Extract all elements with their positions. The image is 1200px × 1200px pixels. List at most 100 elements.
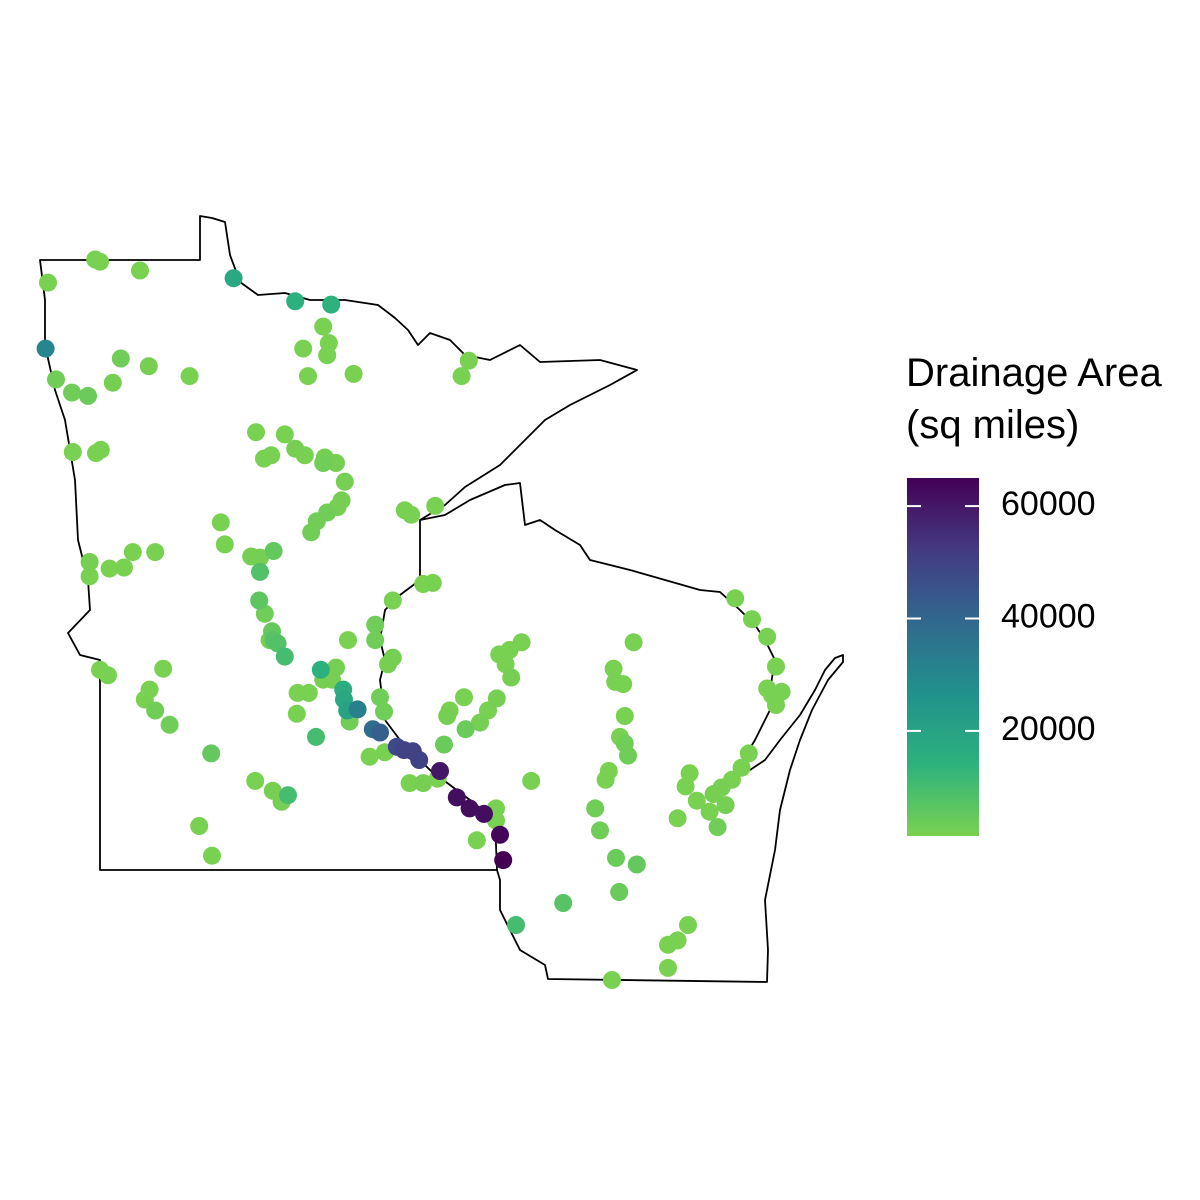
- gauge-point: [211, 513, 230, 532]
- gauge-point: [607, 848, 625, 867]
- gauge-point: [716, 796, 735, 815]
- gauge-point: [154, 659, 173, 678]
- gauge-point: [586, 799, 605, 818]
- colorbar-tick-label: 60000: [1001, 485, 1096, 523]
- gauge-point: [279, 786, 297, 805]
- gauge-point: [264, 542, 283, 560]
- gauge-point: [287, 704, 306, 723]
- gauge-point: [410, 751, 429, 769]
- gauge-point: [615, 707, 634, 725]
- gauge-point: [268, 634, 287, 653]
- gauge-point: [668, 931, 687, 950]
- gauge-point: [659, 958, 677, 977]
- gauge-point: [614, 675, 633, 694]
- gauge-point: [203, 846, 221, 865]
- gauge-point: [700, 802, 719, 821]
- gauge-point: [743, 610, 761, 629]
- colorbar: [907, 478, 979, 836]
- gauge-point: [314, 454, 333, 472]
- gauge-point: [522, 771, 541, 790]
- gauge-point: [103, 373, 122, 392]
- gauge-point: [115, 558, 133, 577]
- gauge-point: [36, 339, 55, 358]
- gauge-point: [63, 443, 82, 461]
- gauge-point: [339, 631, 357, 650]
- gauge-point: [668, 809, 687, 828]
- gauge-point: [431, 762, 449, 780]
- gauge-point: [708, 818, 727, 837]
- legend-title: Drainage Area: [906, 351, 1162, 395]
- gauge-point: [366, 631, 385, 650]
- gauge-point: [318, 346, 337, 365]
- gauge-point: [246, 771, 265, 790]
- gauge-point: [80, 553, 99, 571]
- gauge-point: [400, 774, 419, 793]
- gauge-point: [379, 655, 397, 674]
- gauge-point: [146, 543, 165, 562]
- gauge-point: [302, 523, 321, 542]
- gauge-point: [250, 591, 269, 610]
- gauge-point: [91, 440, 110, 459]
- gauge-point: [344, 364, 363, 383]
- gauge-point: [190, 817, 209, 835]
- gauge-point: [619, 746, 637, 765]
- gauge-point: [471, 713, 489, 732]
- gauge-point: [402, 505, 421, 524]
- colorbar-tick-label: 20000: [1001, 710, 1096, 748]
- gauge-point: [307, 727, 325, 746]
- gauge-point: [423, 573, 442, 592]
- gauge-point: [704, 785, 723, 804]
- gauge-point: [360, 747, 379, 766]
- gauge-point: [512, 633, 531, 652]
- gauge-point: [459, 351, 478, 370]
- gauge-point: [467, 831, 486, 850]
- gauge-point: [726, 589, 745, 608]
- gauge-point: [371, 723, 389, 742]
- gauge-point: [99, 666, 117, 685]
- gauge-point: [426, 496, 445, 515]
- gauge-point: [491, 825, 509, 844]
- gauge-point: [299, 683, 318, 702]
- gauge-point: [262, 446, 281, 465]
- gauge-point: [215, 535, 234, 554]
- gauge-point: [294, 339, 313, 358]
- gauge-point: [447, 788, 466, 807]
- gauge-point: [624, 633, 643, 652]
- gauge-point: [507, 916, 525, 934]
- gauge-point: [314, 317, 333, 336]
- gauge-point: [275, 425, 294, 444]
- gauge-point: [202, 744, 221, 763]
- gauge-point: [487, 689, 506, 708]
- gauge-point: [687, 791, 706, 810]
- gauge-point: [455, 688, 473, 707]
- gauge-point: [160, 715, 179, 734]
- gauge-point: [79, 386, 97, 405]
- gauge-point: [680, 764, 699, 783]
- gauge-point: [414, 774, 433, 793]
- gauge-point: [452, 367, 471, 386]
- gauge-point: [139, 357, 158, 376]
- gauge-point: [438, 707, 457, 725]
- gauge-point: [180, 367, 199, 386]
- gauge-point: [767, 657, 785, 676]
- gauge-point: [375, 702, 393, 721]
- gauge-point: [299, 367, 317, 386]
- gauge-point: [322, 295, 341, 314]
- gauge-point: [494, 851, 513, 870]
- gauge-point: [348, 700, 367, 719]
- gauge-point: [39, 273, 57, 292]
- gauge-point: [679, 916, 697, 934]
- state-outline: [39, 215, 844, 983]
- gauge-point: [366, 615, 385, 634]
- gauge-point: [732, 758, 751, 777]
- gauge-point: [627, 855, 646, 874]
- gauge-point: [286, 292, 305, 311]
- gauge-point: [591, 821, 609, 840]
- legend-title: (sq miles): [906, 403, 1079, 447]
- gauge-point: [251, 562, 269, 581]
- gauge-point: [327, 454, 345, 472]
- gauge-point: [435, 735, 453, 754]
- gauge-point: [63, 383, 81, 402]
- gauge-point: [739, 744, 758, 763]
- gauge-point: [502, 668, 521, 687]
